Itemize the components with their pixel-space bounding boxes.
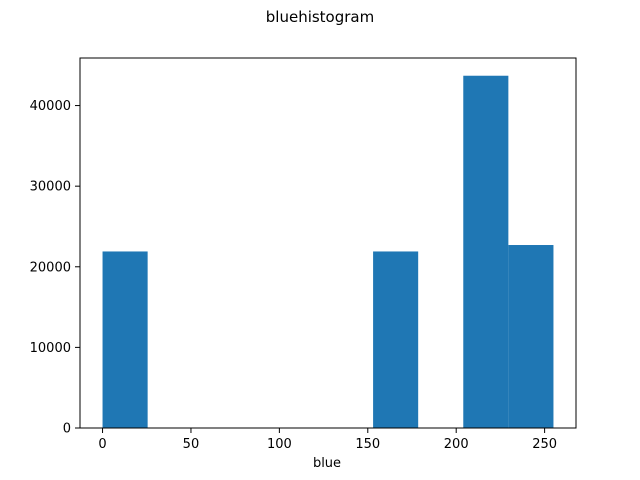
plot-frame <box>79 57 577 429</box>
x-axis-label: blue <box>313 456 341 471</box>
x-tick-label: 250 <box>532 437 557 452</box>
histogram-bar-8 <box>463 75 509 429</box>
chart-title: bluehistogram <box>266 8 374 26</box>
x-tick-label: 50 <box>183 437 200 452</box>
x-axis-ticks: 0 50 100 150 200 250 <box>98 428 557 452</box>
histogram-bar-0 <box>102 251 148 428</box>
x-tick-label: 0 <box>98 437 106 452</box>
x-tick-label: 100 <box>267 437 292 452</box>
y-tick-label: 30000 <box>30 180 71 195</box>
y-tick-label: 40000 <box>30 99 71 114</box>
bars-group <box>102 75 554 429</box>
y-tick-label: 10000 <box>30 341 71 356</box>
histogram-bar-6 <box>373 251 419 428</box>
histogram-bar-9 <box>508 245 554 428</box>
y-axis-ticks: 0 10000 20000 30000 40000 <box>30 99 80 437</box>
y-tick-label: 20000 <box>30 260 71 275</box>
x-tick-label: 200 <box>444 437 469 452</box>
y-tick-label: 0 <box>63 422 71 437</box>
x-tick-label: 150 <box>355 437 380 452</box>
